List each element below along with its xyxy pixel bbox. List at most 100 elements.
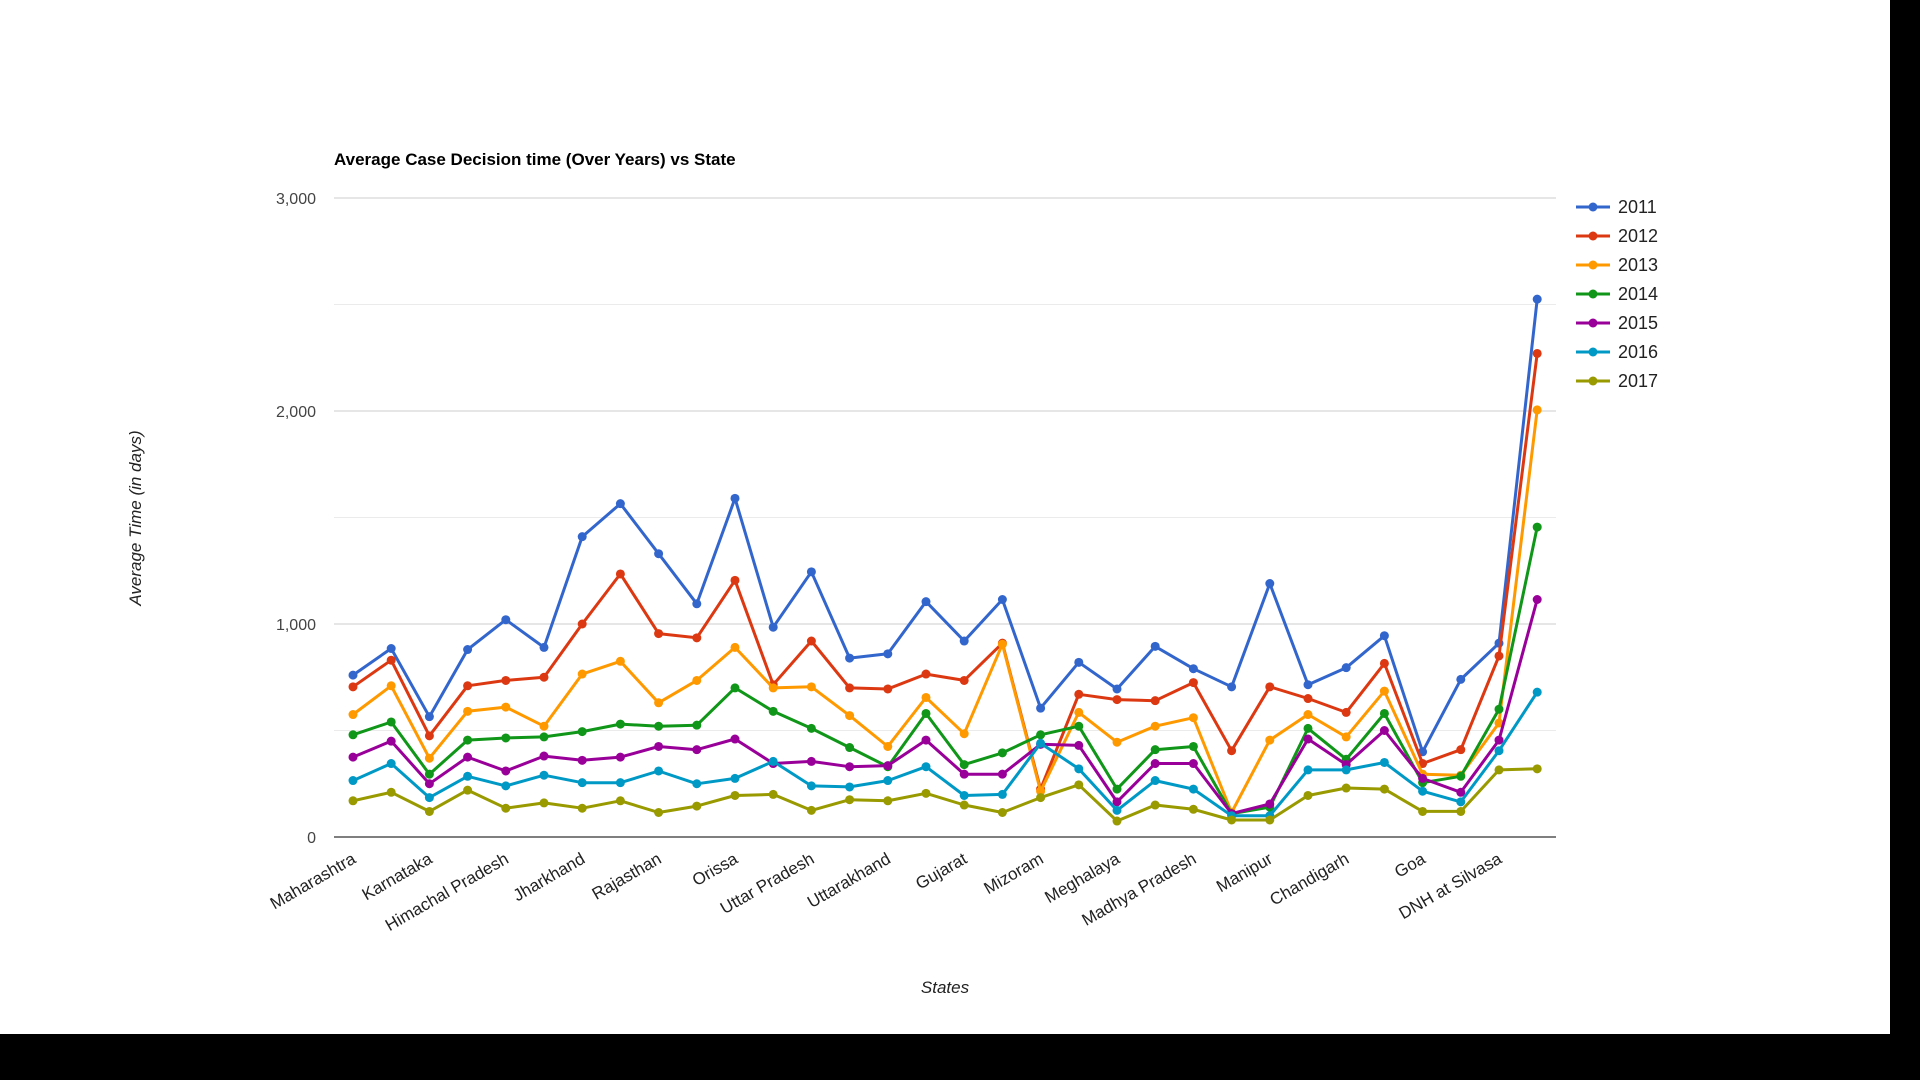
- data-point[interactable]: [654, 549, 664, 559]
- data-point[interactable]: [921, 708, 931, 718]
- data-point[interactable]: [577, 727, 587, 737]
- data-point[interactable]: [1341, 765, 1351, 775]
- data-point[interactable]: [1341, 707, 1351, 717]
- data-point[interactable]: [1418, 786, 1428, 796]
- data-point[interactable]: [654, 741, 664, 751]
- data-point[interactable]: [730, 773, 740, 783]
- data-point[interactable]: [348, 776, 358, 786]
- data-point[interactable]: [730, 493, 740, 503]
- data-point[interactable]: [768, 622, 778, 632]
- data-point[interactable]: [1532, 764, 1542, 774]
- data-point[interactable]: [1112, 695, 1122, 705]
- data-point[interactable]: [1112, 805, 1122, 815]
- data-point[interactable]: [1036, 786, 1046, 796]
- legend-item[interactable]: 2014: [1576, 284, 1658, 304]
- data-point[interactable]: [386, 655, 396, 665]
- data-point[interactable]: [1265, 815, 1275, 825]
- data-point[interactable]: [921, 735, 931, 745]
- data-point[interactable]: [1379, 658, 1389, 668]
- data-point[interactable]: [845, 653, 855, 663]
- data-point[interactable]: [463, 735, 473, 745]
- data-point[interactable]: [1456, 745, 1466, 755]
- data-point[interactable]: [348, 670, 358, 680]
- data-point[interactable]: [386, 717, 396, 727]
- data-point[interactable]: [1227, 682, 1237, 692]
- data-point[interactable]: [577, 619, 587, 629]
- data-point[interactable]: [1494, 704, 1504, 714]
- data-point[interactable]: [1532, 522, 1542, 532]
- data-point[interactable]: [845, 743, 855, 753]
- data-point[interactable]: [921, 762, 931, 772]
- data-point[interactable]: [806, 682, 816, 692]
- data-point[interactable]: [348, 796, 358, 806]
- data-point[interactable]: [463, 785, 473, 795]
- data-point[interactable]: [654, 698, 664, 708]
- data-point[interactable]: [1303, 723, 1313, 733]
- data-point[interactable]: [1341, 732, 1351, 742]
- data-point[interactable]: [806, 805, 816, 815]
- data-point[interactable]: [921, 788, 931, 798]
- data-point[interactable]: [806, 756, 816, 766]
- data-point[interactable]: [959, 675, 969, 685]
- data-point[interactable]: [463, 752, 473, 762]
- data-point[interactable]: [539, 798, 549, 808]
- data-point[interactable]: [1456, 787, 1466, 797]
- data-point[interactable]: [921, 692, 931, 702]
- data-point[interactable]: [1188, 741, 1198, 751]
- data-point[interactable]: [959, 790, 969, 800]
- data-point[interactable]: [1379, 757, 1389, 767]
- data-point[interactable]: [997, 789, 1007, 799]
- data-point[interactable]: [1112, 797, 1122, 807]
- data-point[interactable]: [348, 752, 358, 762]
- data-point[interactable]: [959, 769, 969, 779]
- data-point[interactable]: [1494, 718, 1504, 728]
- data-point[interactable]: [768, 756, 778, 766]
- data-point[interactable]: [1188, 759, 1198, 769]
- data-point[interactable]: [539, 672, 549, 682]
- data-point[interactable]: [1265, 682, 1275, 692]
- data-point[interactable]: [654, 629, 664, 639]
- data-point[interactable]: [424, 731, 434, 741]
- data-point[interactable]: [692, 779, 702, 789]
- data-point[interactable]: [463, 706, 473, 716]
- data-point[interactable]: [386, 681, 396, 691]
- legend-item[interactable]: 2017: [1576, 371, 1658, 391]
- data-point[interactable]: [463, 771, 473, 781]
- data-point[interactable]: [1150, 745, 1160, 755]
- data-point[interactable]: [997, 595, 1007, 605]
- data-point[interactable]: [1074, 707, 1084, 717]
- data-point[interactable]: [1188, 678, 1198, 688]
- data-point[interactable]: [845, 795, 855, 805]
- data-point[interactable]: [1227, 746, 1237, 756]
- data-point[interactable]: [1494, 746, 1504, 756]
- data-point[interactable]: [463, 645, 473, 655]
- data-point[interactable]: [577, 803, 587, 813]
- data-point[interactable]: [501, 733, 511, 743]
- legend-item[interactable]: 2011: [1576, 197, 1657, 217]
- data-point[interactable]: [1036, 730, 1046, 740]
- legend-item[interactable]: 2015: [1576, 313, 1658, 333]
- data-point[interactable]: [1265, 735, 1275, 745]
- data-point[interactable]: [1036, 703, 1046, 713]
- data-point[interactable]: [615, 796, 625, 806]
- data-point[interactable]: [1303, 790, 1313, 800]
- data-point[interactable]: [348, 730, 358, 740]
- data-point[interactable]: [959, 760, 969, 770]
- data-point[interactable]: [1456, 771, 1466, 781]
- data-point[interactable]: [1532, 294, 1542, 304]
- data-point[interactable]: [348, 682, 358, 692]
- data-point[interactable]: [730, 642, 740, 652]
- data-point[interactable]: [692, 599, 702, 609]
- data-point[interactable]: [1074, 689, 1084, 699]
- data-point[interactable]: [463, 681, 473, 691]
- data-point[interactable]: [1341, 783, 1351, 793]
- data-point[interactable]: [424, 779, 434, 789]
- data-point[interactable]: [845, 683, 855, 693]
- data-point[interactable]: [883, 796, 893, 806]
- data-point[interactable]: [806, 781, 816, 791]
- data-point[interactable]: [1532, 595, 1542, 605]
- data-point[interactable]: [883, 741, 893, 751]
- data-point[interactable]: [539, 721, 549, 731]
- data-point[interactable]: [1150, 696, 1160, 706]
- data-point[interactable]: [1494, 651, 1504, 661]
